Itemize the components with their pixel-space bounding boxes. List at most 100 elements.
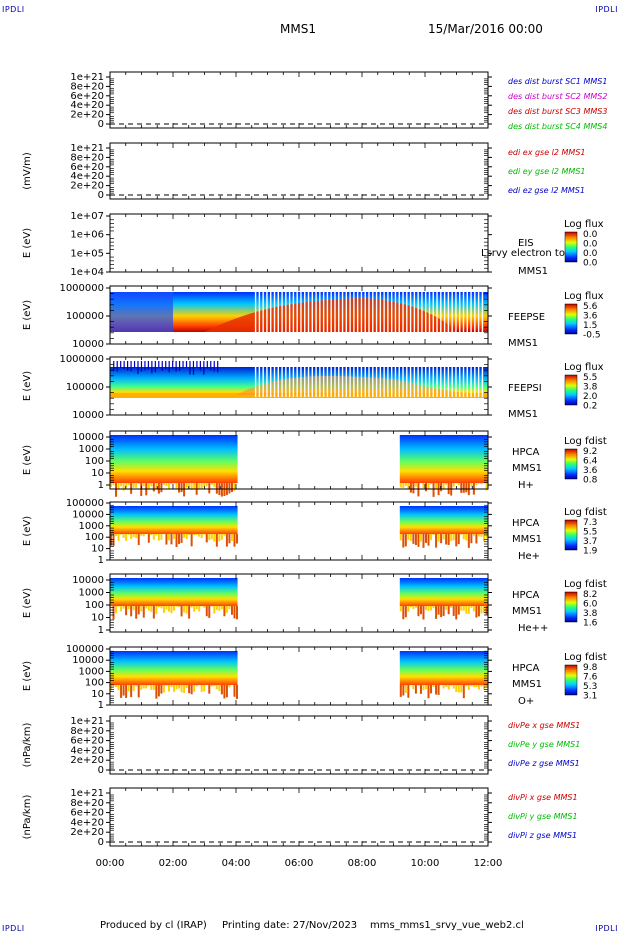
y-tick-label: 1000 xyxy=(79,521,104,532)
spectrogram-speckle xyxy=(152,483,155,492)
spectrogram-speckle xyxy=(460,483,463,493)
spectrogram-speckle xyxy=(117,534,120,541)
data-gap-stripe xyxy=(341,363,344,397)
spectrogram-speckle xyxy=(442,483,445,490)
scatter-speckle xyxy=(154,361,156,373)
spectrogram-speckle xyxy=(122,685,125,696)
data-gap-stripe xyxy=(341,292,344,332)
spectrogram-speckle xyxy=(142,483,145,487)
spectrogram-speckle xyxy=(162,685,165,693)
spectrogram-speckle xyxy=(477,534,480,537)
spectrogram-speckle xyxy=(472,534,475,537)
y-tick-label: 10 xyxy=(91,613,104,624)
y-tick-label: 100000 xyxy=(66,311,104,322)
colorbar-label: 7.6 xyxy=(583,673,598,683)
spectrogram-speckle xyxy=(140,534,143,536)
spectrogram-speckle xyxy=(457,606,460,615)
spectrogram-speckle xyxy=(422,606,425,620)
spectrogram-speckle xyxy=(223,685,226,699)
spectrogram-speckle xyxy=(404,483,407,487)
spectrogram-speckle xyxy=(162,483,165,485)
y-tick-label: 100 xyxy=(85,456,104,467)
spectrogram-speckle xyxy=(195,685,198,687)
spectrogram-speckle xyxy=(412,483,415,494)
spectrogram-speckle xyxy=(115,606,118,614)
scatter-speckle xyxy=(185,361,188,368)
spectrogram-speckle xyxy=(432,534,435,536)
spectrogram-speckle xyxy=(152,534,155,540)
panel-edi-e-gse: edi ex gse l2 MMS1 edi ey gse l2 MMS1 edi … xyxy=(22,142,586,201)
spectrogram-speckle xyxy=(130,534,133,539)
data-gap-stripe xyxy=(425,292,427,332)
y-tick-label: 8e+20 xyxy=(70,81,104,92)
colorbar-label: -0.5 xyxy=(583,331,601,341)
spectrogram-speckle xyxy=(437,534,440,542)
spacecraft-label: MMS1 xyxy=(512,534,542,545)
y-axis-label: E (eV) xyxy=(22,371,33,401)
spectrogram-speckle xyxy=(425,534,427,543)
spectrogram-speckle xyxy=(157,534,160,541)
data-gap-stripe xyxy=(330,292,332,332)
spectrogram-speckle xyxy=(440,534,443,544)
y-axis-label: (mV/m) xyxy=(22,152,33,190)
spectrogram-speckle xyxy=(402,534,405,548)
data-gap-stripe xyxy=(470,363,472,397)
time-tick-label: 02:00 xyxy=(159,858,188,869)
data-gap-stripe xyxy=(421,363,423,397)
data-gap-stripe xyxy=(432,292,434,332)
species-label: He+ xyxy=(518,551,540,562)
spectrogram-speckle xyxy=(122,534,125,538)
y-tick-label: 1000 xyxy=(79,588,104,599)
spectrogram-speckle xyxy=(155,483,158,489)
corner-tag-top-right: IPDLI xyxy=(595,5,618,14)
colorbar-title: Log fdist xyxy=(564,652,607,663)
spectrogram-speckle xyxy=(419,606,422,615)
y-tick-label: 1e+21 xyxy=(70,716,104,727)
data-gap-stripe xyxy=(413,292,416,332)
spectrogram-segment xyxy=(110,435,238,483)
colorbar-label: 3.1 xyxy=(583,692,597,702)
spectrogram-speckle xyxy=(425,483,427,492)
y-tick-label: 1 xyxy=(98,625,104,636)
spectrogram-speckle xyxy=(465,483,468,493)
spectrogram-speckle xyxy=(213,685,216,687)
spectrogram-speckle xyxy=(442,606,445,616)
y-tick-label: 2e+20 xyxy=(70,827,104,838)
spectrogram-speckle xyxy=(412,685,415,690)
y-tick-label: 6e+20 xyxy=(70,736,104,747)
y-tick-label: 10000 xyxy=(72,655,104,666)
spectrogram-speckle xyxy=(417,483,420,497)
data-gap-stripe xyxy=(262,363,264,397)
data-gap-stripe xyxy=(292,363,295,397)
spectrogram-speckle xyxy=(160,483,163,493)
spectrogram-speckle xyxy=(228,534,231,544)
y-tick-label: 6e+20 xyxy=(70,162,104,173)
y-tick-label: 100 xyxy=(85,678,104,689)
colorbar xyxy=(564,374,578,406)
spectrogram-speckle xyxy=(125,534,128,541)
spectrogram-speckle xyxy=(160,606,163,609)
spectrogram-speckle xyxy=(417,606,420,617)
data-gap-stripe xyxy=(443,292,446,332)
y-tick-label: 10 xyxy=(91,544,104,555)
spectrogram-speckle xyxy=(462,483,465,493)
y-tick-label: 1000 xyxy=(79,666,104,677)
spectrogram-speckle xyxy=(132,606,135,611)
corner-tag-top-left: IPDLI xyxy=(2,5,25,14)
spectrogram-speckle xyxy=(198,483,201,490)
data-gap-stripe xyxy=(288,292,291,332)
spectrogram-speckle xyxy=(213,534,216,542)
spectrogram-speckle xyxy=(404,534,407,547)
scatter-speckle xyxy=(175,361,177,372)
data-gap-stripe xyxy=(466,292,468,332)
time-tick-label: 00:00 xyxy=(96,858,125,869)
spectrogram-speckle xyxy=(215,534,218,547)
spectrogram-speckle xyxy=(165,483,168,487)
spectrogram-speckle xyxy=(167,483,170,490)
spectrogram-speckle xyxy=(230,534,233,541)
spectrogram-speckle xyxy=(137,483,140,485)
spectrogram-segment xyxy=(110,506,238,534)
spectrogram-speckle xyxy=(457,483,460,486)
spectrogram-speckle xyxy=(417,685,420,686)
spectrogram-speckle xyxy=(208,685,211,694)
